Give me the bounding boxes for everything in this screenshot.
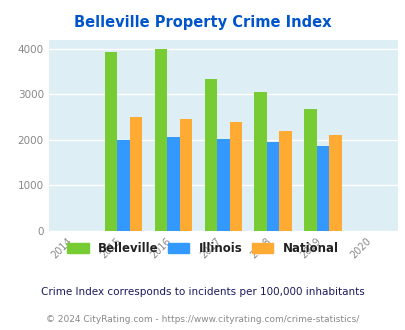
Bar xyxy=(204,79,217,231)
Bar xyxy=(328,135,341,231)
Bar xyxy=(130,116,142,231)
Bar xyxy=(117,140,130,231)
Bar xyxy=(304,109,316,231)
Bar xyxy=(217,139,229,231)
Bar xyxy=(179,119,192,231)
Text: Crime Index corresponds to incidents per 100,000 inhabitants: Crime Index corresponds to incidents per… xyxy=(41,287,364,297)
Bar xyxy=(279,131,291,231)
Bar xyxy=(229,122,241,231)
Bar xyxy=(104,52,117,231)
Bar xyxy=(154,49,167,231)
Bar xyxy=(316,146,328,231)
Bar xyxy=(167,137,179,231)
Bar xyxy=(254,91,266,231)
Bar xyxy=(266,142,279,231)
Text: Belleville Property Crime Index: Belleville Property Crime Index xyxy=(74,15,331,30)
Legend: Belleville, Illinois, National: Belleville, Illinois, National xyxy=(62,237,343,260)
Text: © 2024 CityRating.com - https://www.cityrating.com/crime-statistics/: © 2024 CityRating.com - https://www.city… xyxy=(46,315,359,324)
